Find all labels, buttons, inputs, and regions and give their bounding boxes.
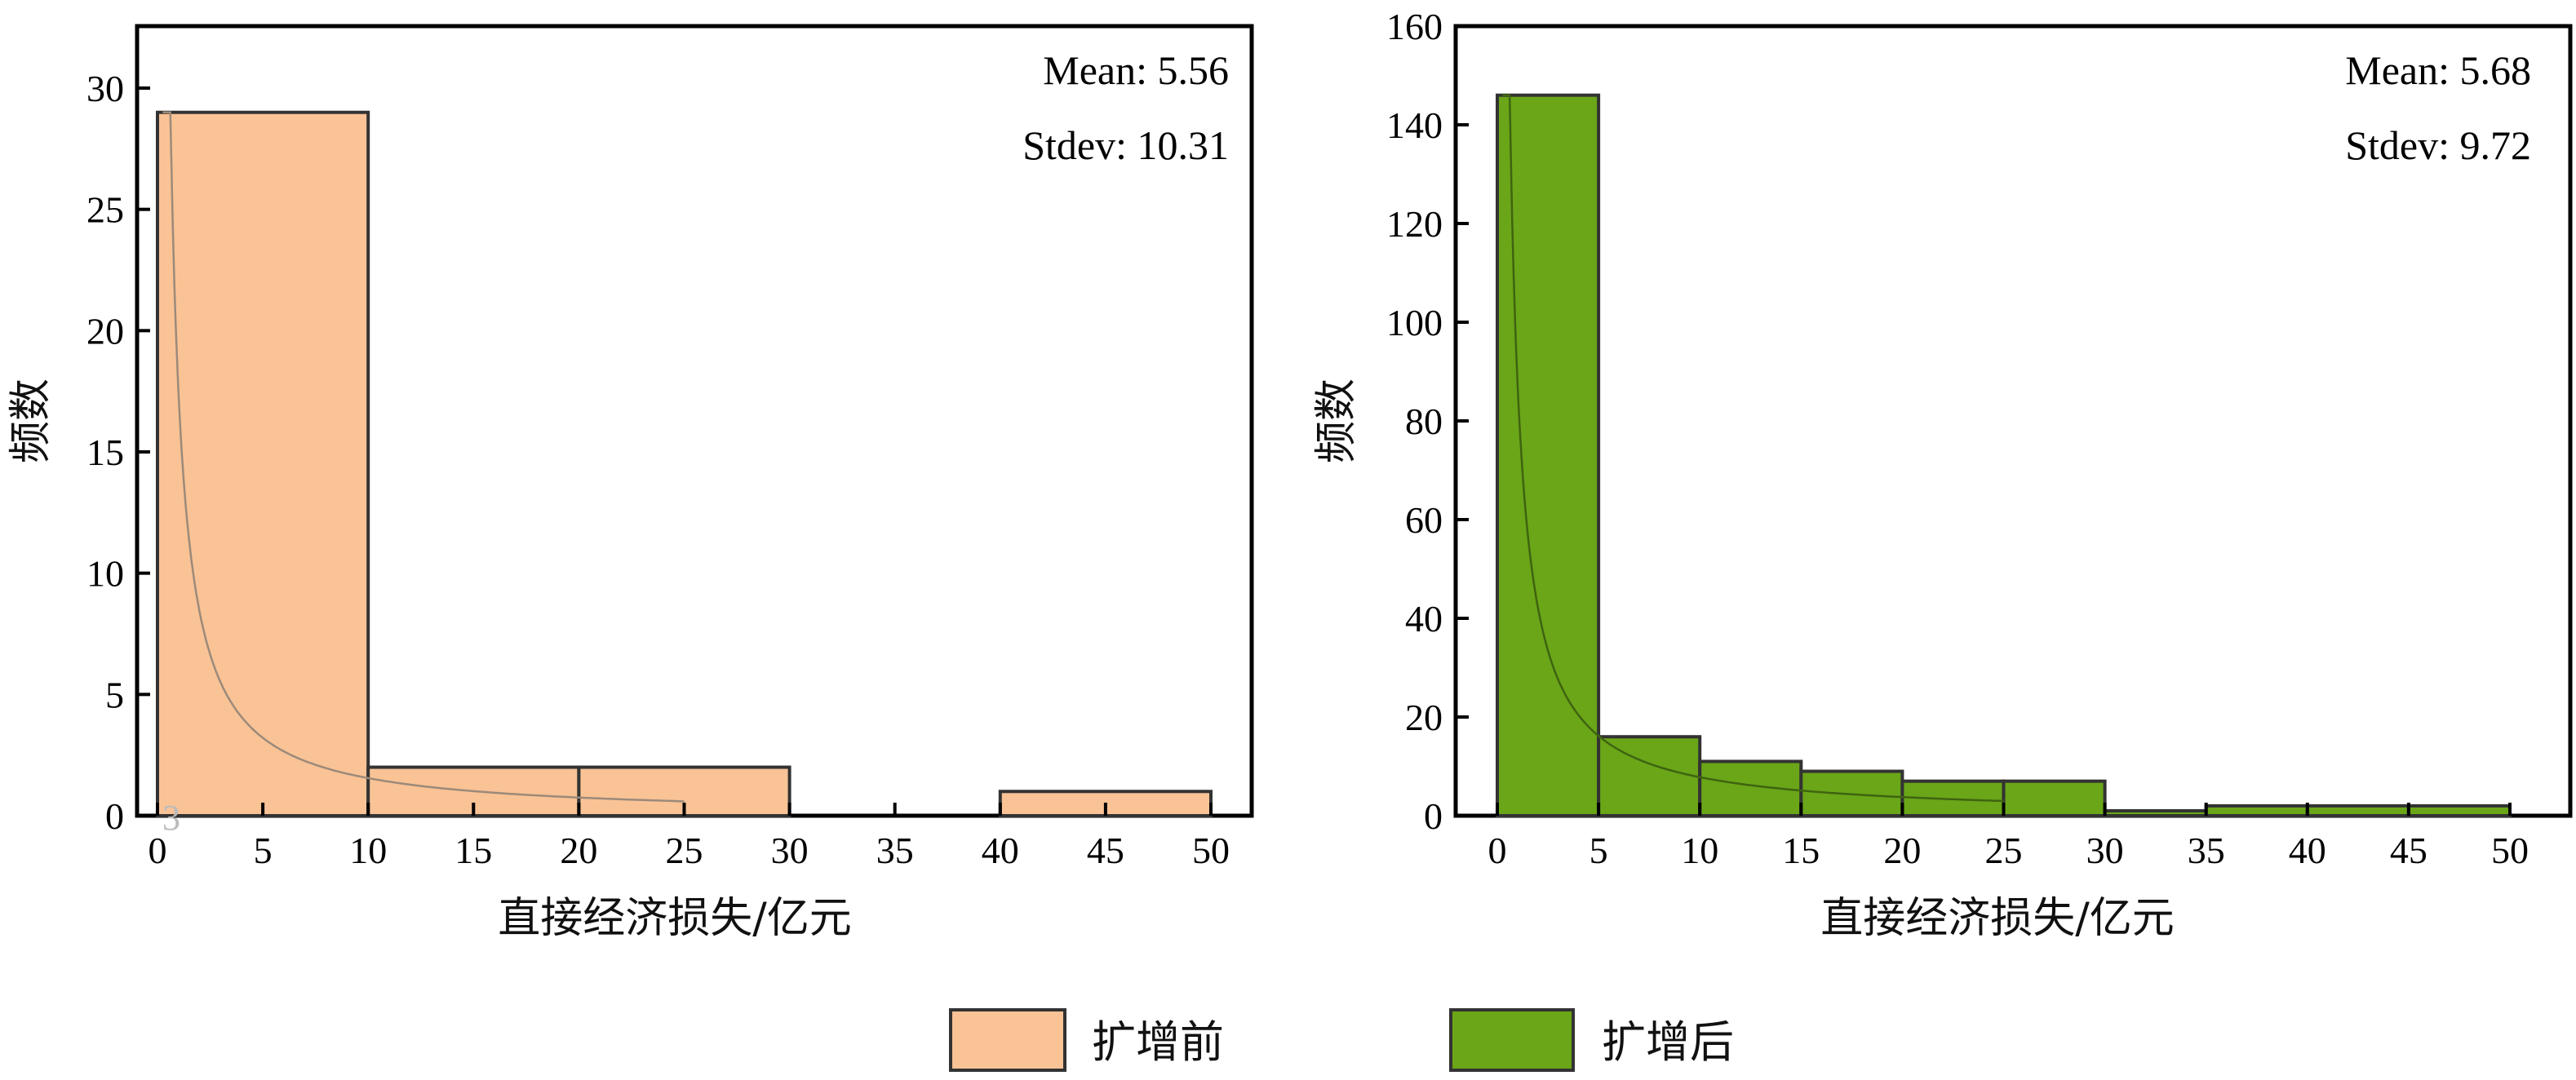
x-tick-label: 20 bbox=[560, 830, 597, 871]
x-tick-label: 5 bbox=[254, 830, 273, 871]
legend-label-before: 扩增前 bbox=[1092, 1016, 1224, 1068]
x-tick-label: 35 bbox=[876, 830, 914, 871]
histogram-bar bbox=[1597, 735, 1702, 818]
fit-curve-before bbox=[162, 111, 685, 803]
x-tick-label: 0 bbox=[1488, 830, 1507, 871]
stdev-label-after: Stdev: 9.72 bbox=[2345, 122, 2531, 168]
x-tick-label: 15 bbox=[454, 830, 492, 871]
y-tick-label: 60 bbox=[1405, 499, 1443, 541]
y-axis-after: 0 20 40 60 80 100 120 140 160 bbox=[1386, 6, 1469, 837]
x-tick-label: 10 bbox=[1681, 830, 1718, 871]
x-axis-after: 0 5 10 15 20 25 30 35 40 45 50 bbox=[1488, 803, 2529, 871]
x-axis-before: 0 5 10 15 20 25 30 35 40 45 50 bbox=[149, 803, 1230, 871]
bars-before bbox=[156, 110, 1213, 817]
bin-annotation: 3 bbox=[162, 798, 180, 838]
x-tick-label: 25 bbox=[1985, 830, 2023, 871]
mean-label-after: Mean: 5.68 bbox=[2345, 47, 2531, 93]
y-tick-label: 5 bbox=[105, 674, 124, 715]
x-tick-label: 45 bbox=[1087, 830, 1124, 871]
x-tick-label: 30 bbox=[771, 830, 809, 871]
x-tick-label: 30 bbox=[2086, 830, 2124, 871]
x-tick-label: 40 bbox=[2289, 830, 2326, 871]
x-tick-label: 25 bbox=[666, 830, 703, 871]
panel-before: 0 5 10 15 20 25 30 35 40 45 50 0 5 10 15 20 25 30 3 Mean… bbox=[7, 24, 1254, 943]
histogram-bar bbox=[2204, 803, 2309, 818]
x-tick-label: 50 bbox=[2491, 830, 2529, 871]
fit-curve-after bbox=[1502, 94, 2004, 803]
legend: 扩增前 扩增后 bbox=[949, 1008, 1734, 1072]
y-tick-label: 120 bbox=[1386, 203, 1443, 245]
legend-swatch-before bbox=[949, 1008, 1066, 1072]
histogram-bar bbox=[1496, 93, 1601, 817]
x-tick-label: 50 bbox=[1192, 830, 1230, 871]
x-tick-label: 45 bbox=[2390, 830, 2427, 871]
y-axis-title-after: 频数 bbox=[1312, 378, 1361, 463]
y-tick-label: 20 bbox=[1405, 697, 1443, 738]
panel-after: 0 5 10 15 20 25 30 35 40 45 50 0 20 40 60 80 100 120 140 1… bbox=[1312, 6, 2573, 943]
histogram-bar bbox=[2103, 808, 2208, 818]
y-tick-label: 140 bbox=[1386, 104, 1443, 146]
x-axis-title-before: 直接经济损失/亿元 bbox=[498, 894, 852, 943]
histogram-bar bbox=[2305, 803, 2410, 818]
y-tick-label: 0 bbox=[105, 795, 124, 837]
y-axis-before: 0 5 10 15 20 25 30 bbox=[86, 68, 150, 837]
stdev-label-before: Stdev: 10.31 bbox=[1022, 122, 1229, 168]
histogram-bar bbox=[2002, 779, 2107, 818]
y-tick-label: 10 bbox=[86, 553, 124, 595]
y-tick-label: 100 bbox=[1386, 302, 1443, 343]
y-tick-label: 15 bbox=[86, 432, 124, 473]
x-tick-label: 20 bbox=[1883, 830, 1921, 871]
y-tick-label: 30 bbox=[86, 68, 124, 109]
y-axis-title-before: 频数 bbox=[7, 378, 55, 463]
x-tick-label: 15 bbox=[1782, 830, 1820, 871]
histogram-bar bbox=[2406, 803, 2512, 818]
y-tick-label: 0 bbox=[1424, 795, 1443, 837]
x-axis-title-after: 直接经济损失/亿元 bbox=[1820, 894, 2175, 943]
histogram-bar bbox=[156, 110, 370, 817]
y-tick-label: 80 bbox=[1405, 401, 1443, 442]
x-tick-label: 0 bbox=[149, 830, 167, 871]
x-tick-label: 10 bbox=[349, 830, 387, 871]
y-tick-label: 160 bbox=[1386, 6, 1443, 47]
y-tick-label: 40 bbox=[1405, 598, 1443, 640]
mean-label-before: Mean: 5.56 bbox=[1043, 47, 1229, 93]
x-tick-label: 5 bbox=[1589, 830, 1608, 871]
legend-swatch-after bbox=[1449, 1008, 1575, 1072]
x-tick-label: 40 bbox=[982, 830, 1019, 871]
bars-after bbox=[1496, 93, 2512, 818]
legend-label-after: 扩增后 bbox=[1602, 1016, 1734, 1068]
x-tick-label: 35 bbox=[2188, 830, 2225, 871]
y-tick-label: 20 bbox=[86, 310, 124, 352]
y-tick-label: 25 bbox=[86, 189, 124, 231]
